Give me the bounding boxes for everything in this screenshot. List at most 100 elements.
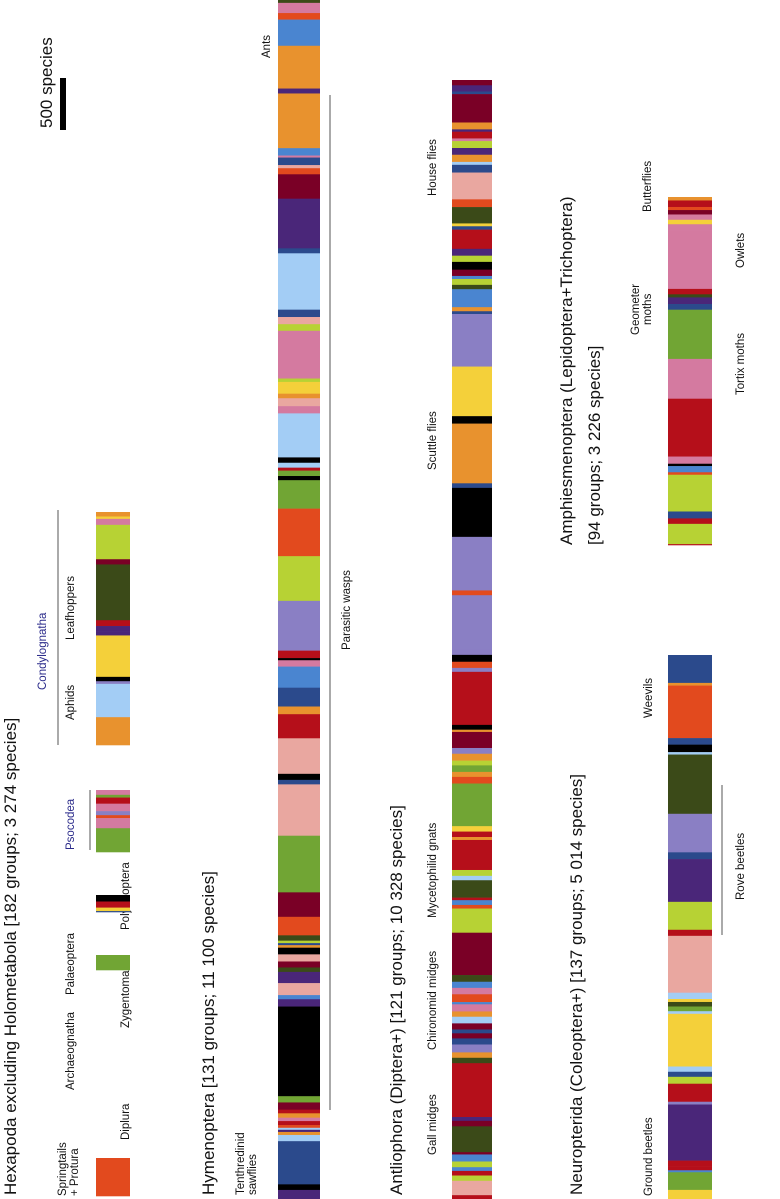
stripe [452, 1004, 492, 1012]
stripe [278, 330, 320, 379]
stripe [278, 155, 320, 158]
stripe [278, 971, 320, 978]
stripe [278, 508, 320, 557]
stripe [452, 229, 492, 250]
stripe [668, 309, 712, 360]
stripe [96, 676, 130, 682]
stripe [96, 907, 130, 912]
stripe [278, 476, 320, 481]
stripe [452, 1052, 492, 1059]
stripe [452, 164, 492, 173]
label: Geometer [630, 284, 642, 335]
stripe [278, 940, 320, 944]
stripe [278, 0, 320, 4]
stripe [668, 852, 712, 860]
label: Archaeognatha [65, 1011, 77, 1090]
stripe [278, 738, 320, 775]
stripe [452, 1016, 492, 1024]
stripe [452, 311, 492, 315]
stripe [452, 1167, 492, 1172]
stripe [668, 685, 712, 690]
label: Weevils [643, 678, 655, 718]
stripe [452, 1154, 492, 1162]
stripe [452, 483, 492, 489]
label: Diplura [120, 1103, 132, 1140]
label: Chironomid midges [427, 951, 439, 1050]
stripe [96, 1158, 130, 1197]
stripe [668, 813, 712, 853]
stripe [96, 821, 130, 829]
stripe [278, 324, 320, 332]
stripe [668, 935, 712, 993]
stripe [278, 406, 320, 414]
stripe [96, 620, 130, 627]
stripe [278, 174, 320, 199]
stripe [96, 717, 130, 746]
stripe [668, 1104, 712, 1161]
label: Tortix moths [735, 333, 747, 395]
stripe [278, 660, 320, 667]
label: Palaeoptera [65, 932, 77, 995]
stripe [278, 977, 320, 984]
label: + Protura [69, 1148, 81, 1196]
stripe [452, 747, 492, 755]
stripe [96, 683, 130, 718]
label: Owlets [735, 233, 747, 268]
stripe [452, 223, 492, 227]
stripe [96, 559, 130, 565]
stripe [452, 307, 492, 312]
stripe [278, 1131, 320, 1136]
stripe [96, 955, 130, 971]
stripe [452, 148, 492, 156]
stripe [278, 1141, 320, 1185]
stripe [278, 393, 320, 399]
stripe [278, 19, 320, 47]
stripe [668, 456, 712, 465]
label: Springtails [57, 1142, 69, 1196]
stripe [96, 815, 130, 819]
stripe [668, 929, 712, 937]
stripe [278, 1121, 320, 1126]
label: Zygentoma [120, 970, 132, 1028]
stripe [452, 987, 492, 995]
label: Psocodea [65, 798, 77, 850]
stripe [668, 206, 712, 211]
stripe [278, 1109, 320, 1114]
panel-title: Amphiesmenoptera (Lepidoptera+Trichopter… [557, 196, 576, 545]
stripe [278, 168, 320, 175]
stripe [452, 981, 492, 989]
stripe [668, 688, 712, 739]
stripe [668, 472, 712, 476]
stripe [96, 895, 130, 902]
stripe [278, 165, 320, 169]
stripe [668, 682, 712, 686]
stripe [278, 892, 320, 918]
stripe [452, 487, 492, 538]
stripe [668, 523, 712, 545]
scale-label: 500 species [37, 37, 56, 128]
stripe [278, 317, 320, 325]
stripe [668, 1011, 712, 1015]
stripe [452, 729, 492, 733]
stripe [96, 516, 130, 520]
stripe [668, 511, 712, 519]
stripe [96, 635, 130, 678]
stripe [452, 904, 492, 909]
stripe [668, 294, 712, 298]
stripe [96, 828, 130, 853]
stripe [278, 990, 320, 996]
stripe [278, 967, 320, 973]
stripe [452, 1126, 492, 1153]
stripe [452, 275, 492, 280]
stripe [278, 381, 320, 388]
stripe [278, 457, 320, 464]
stripe [668, 1160, 712, 1167]
stripe [278, 999, 320, 1007]
panel-title: Hexapoda excluding Holometabola [182 gro… [1, 718, 20, 1195]
stripe [278, 148, 320, 156]
stripe [278, 1014, 320, 1041]
label: Aphids [65, 685, 77, 720]
stripe [452, 1011, 492, 1018]
stripe [278, 714, 320, 739]
stripe [452, 654, 492, 663]
